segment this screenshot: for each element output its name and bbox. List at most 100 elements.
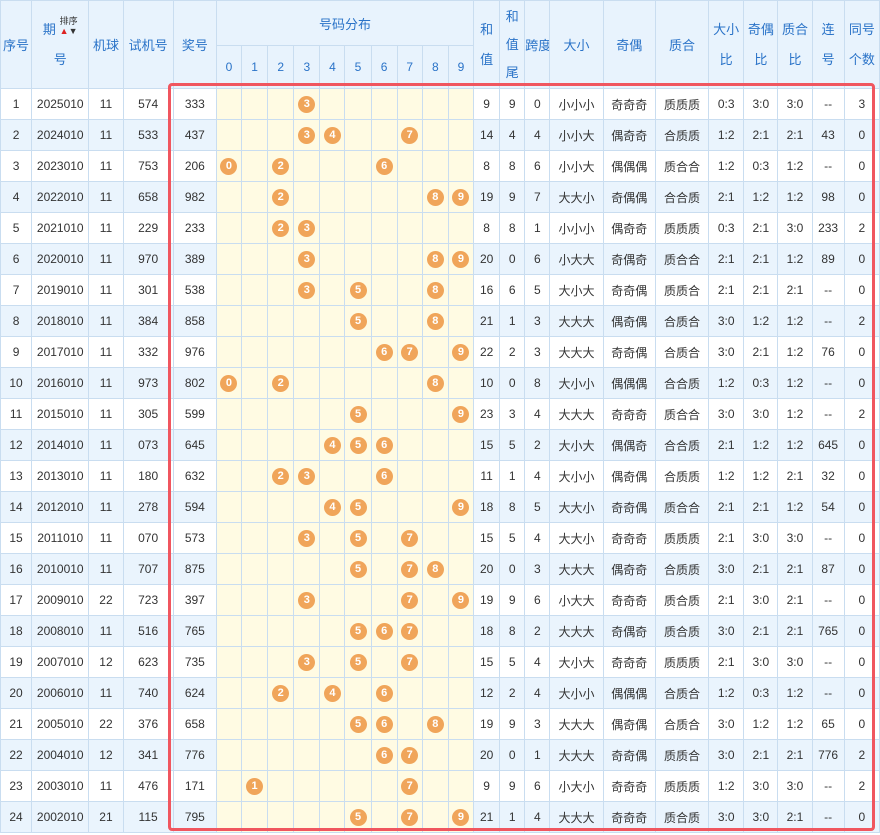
header-dist: 号码分布 xyxy=(215,0,475,46)
cell-bsr: 3:0 xyxy=(708,553,745,585)
cell-bs: 大大大 xyxy=(549,615,604,647)
cell-oe: 偶偶偶 xyxy=(602,677,656,709)
cell-machine: 11 xyxy=(88,522,124,554)
dist-cell-5 xyxy=(344,739,372,771)
cell-oer: 1:2 xyxy=(743,708,779,740)
dist-cell-7 xyxy=(396,460,423,492)
cell-prize: 599 xyxy=(172,398,217,430)
header-bs-ratio-bottom: 比 xyxy=(719,51,733,67)
table-row: 3 2023010 11 753 206 0 2 6 8 8 6 小小大 偶偶偶 质合合 1:2 0:3 1:2… xyxy=(0,150,880,182)
cell-seq: 16 xyxy=(0,553,33,585)
dist-cell-3: 3 xyxy=(293,584,321,616)
table-row: 21 2005010 22 376 658 5 6 8 19 9 3 大大大 偶奇偶 合质合 3:0 1:2 1… xyxy=(0,708,880,740)
cell-trial: 753 xyxy=(122,150,174,182)
dist-cell-7 xyxy=(396,243,423,275)
dist-cell-2 xyxy=(267,553,295,585)
dist-cell-6 xyxy=(370,119,398,151)
dist-cell-6 xyxy=(370,88,398,120)
cell-consec: 32 xyxy=(811,460,845,492)
dist-cell-2 xyxy=(267,398,295,430)
cell-bsr: 2:1 xyxy=(708,584,745,616)
dist-cell-0 xyxy=(215,801,243,833)
dist-cell-3 xyxy=(293,367,321,399)
cell-pcr: 3:0 xyxy=(777,522,813,554)
cell-oer: 3:0 xyxy=(743,584,779,616)
dist-cell-1 xyxy=(241,274,269,306)
dist-cell-7 xyxy=(396,274,423,306)
cell-sum: 19 xyxy=(473,584,501,616)
dist-cell-0 xyxy=(215,212,243,244)
dist-cell-0 xyxy=(215,119,243,151)
number-ball: 8 xyxy=(426,188,444,206)
cell-same: 3 xyxy=(843,88,880,120)
cell-span: 0 xyxy=(524,88,551,120)
cell-tail: 2 xyxy=(499,336,526,368)
cell-oe: 偶奇奇 xyxy=(602,119,656,151)
cell-same: 0 xyxy=(843,119,880,151)
header-digit-9: 9 xyxy=(447,45,475,89)
cell-pc: 质合质 xyxy=(654,801,710,833)
table-row: 1 2025010 11 574 333 3 9 9 0 小小小 奇奇奇 质质质 0:3 3:0 3:0 --… xyxy=(0,88,880,120)
dist-cell-4 xyxy=(319,801,346,833)
number-ball: 0 xyxy=(220,374,238,392)
cell-tail: 8 xyxy=(499,212,526,244)
cell-trial: 341 xyxy=(122,739,174,771)
table-row: 13 2013010 11 180 632 2 3 6 11 1 4 大小小 偶奇偶 合质质 1:2 1:2 2… xyxy=(0,460,880,492)
dist-cell-4 xyxy=(319,615,346,647)
cell-seq: 4 xyxy=(0,181,33,213)
dist-cell-9 xyxy=(447,274,475,306)
dist-cell-8: 8 xyxy=(421,181,449,213)
dist-cell-1 xyxy=(241,212,269,244)
cell-span: 2 xyxy=(524,429,551,461)
header-period[interactable]: 期 排序 ▲▼ 号 xyxy=(31,0,90,89)
dist-cell-3: 3 xyxy=(293,646,321,678)
cell-same: 2 xyxy=(843,770,880,802)
header-oe-ratio: 奇偶 比 xyxy=(743,0,779,89)
cell-seq: 22 xyxy=(0,739,33,771)
dist-cell-8 xyxy=(421,677,449,709)
cell-bsr: 2:1 xyxy=(708,243,745,275)
cell-tail: 9 xyxy=(499,770,526,802)
dist-cell-6 xyxy=(370,584,398,616)
cell-oe: 奇奇偶 xyxy=(602,336,656,368)
cell-machine: 12 xyxy=(88,646,124,678)
cell-oer: 2:1 xyxy=(743,212,779,244)
dist-cell-9 xyxy=(447,305,475,337)
dist-cell-2 xyxy=(267,615,295,647)
cell-period: 2023010 xyxy=(31,150,90,182)
cell-prize: 858 xyxy=(172,305,217,337)
cell-consec: -- xyxy=(811,801,845,833)
cell-trial: 332 xyxy=(122,336,174,368)
sort-label: 排序 xyxy=(59,15,78,26)
dist-cell-6 xyxy=(370,212,398,244)
dist-cell-1 xyxy=(241,367,269,399)
cell-prize: 982 xyxy=(172,181,217,213)
header-bigsmall: 大小 xyxy=(549,0,604,89)
dist-cell-7: 7 xyxy=(396,522,423,554)
dist-cell-0 xyxy=(215,88,243,120)
cell-same: 0 xyxy=(843,336,880,368)
number-ball: 5 xyxy=(349,653,367,671)
header-same-top: 同号 xyxy=(848,21,875,37)
sort-toggle[interactable]: 排序 ▲▼ xyxy=(60,16,78,36)
header-oddeven: 奇偶 xyxy=(602,0,656,89)
cell-tail: 3 xyxy=(499,398,526,430)
cell-consec: 43 xyxy=(811,119,845,151)
number-ball: 2 xyxy=(272,219,290,237)
dist-cell-7 xyxy=(396,491,423,523)
dist-cell-8 xyxy=(421,88,449,120)
dist-cell-0 xyxy=(215,739,243,771)
dist-cell-3 xyxy=(293,305,321,337)
cell-prize: 333 xyxy=(172,88,217,120)
cell-oer: 3:0 xyxy=(743,398,779,430)
dist-cell-2 xyxy=(267,739,295,771)
number-ball: 3 xyxy=(298,95,316,113)
cell-pcr: 1:2 xyxy=(777,429,813,461)
cell-oer: 2:1 xyxy=(743,491,779,523)
dist-cell-3 xyxy=(293,150,321,182)
cell-oe: 奇偶偶 xyxy=(602,181,656,213)
cell-bs: 大大大 xyxy=(549,398,604,430)
cell-trial: 070 xyxy=(122,522,174,554)
number-ball: 9 xyxy=(452,591,470,609)
cell-span: 6 xyxy=(524,243,551,275)
